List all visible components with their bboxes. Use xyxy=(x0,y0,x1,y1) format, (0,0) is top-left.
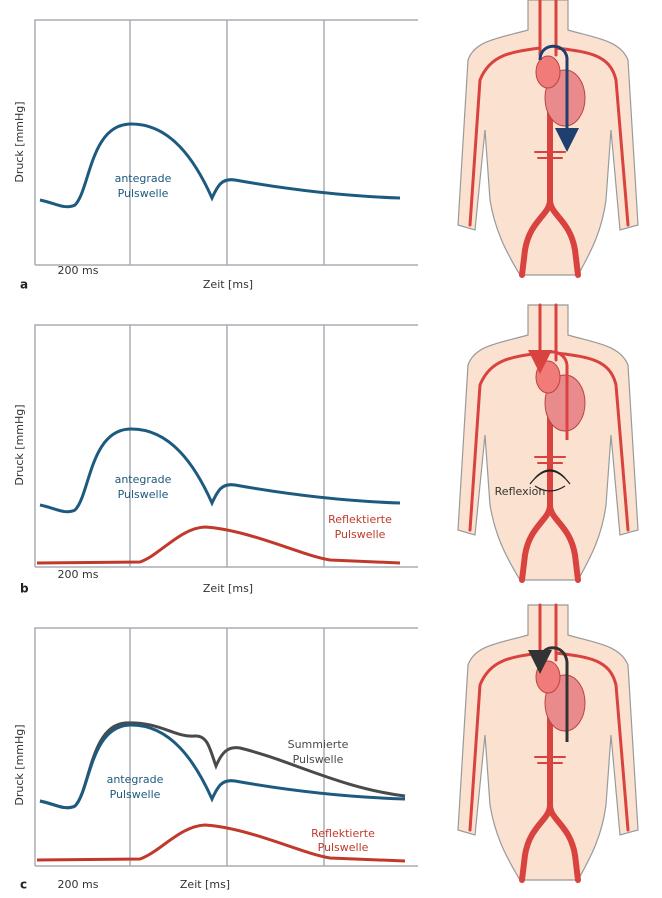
x-tick-label: 200 ms xyxy=(58,568,99,581)
body-illustration xyxy=(458,305,638,580)
x-axis-label: Zeit [ms] xyxy=(180,878,230,891)
curve-label: Pulswelle xyxy=(318,841,369,854)
reflection-label: Reflexion xyxy=(495,485,546,498)
curve-label: antegrade xyxy=(115,172,172,185)
x-tick-label: 200 ms xyxy=(58,878,99,891)
curve-label: Reflektierte xyxy=(311,827,375,840)
x-axis-label: Zeit [ms] xyxy=(203,582,253,595)
curve-label: Pulswelle xyxy=(110,788,161,801)
panel-letter: b xyxy=(20,582,29,596)
x-tick-label: 200 ms xyxy=(58,264,99,277)
antegrade-curve xyxy=(39,122,401,209)
antegrade-curve xyxy=(39,723,406,810)
frame xyxy=(34,324,418,567)
curve-label: Reflektierte xyxy=(328,513,392,526)
flow-arrow xyxy=(538,44,579,152)
y-axis-label: Druck [mmHg] xyxy=(13,404,26,485)
body-illustration xyxy=(458,0,638,275)
flow-arrow xyxy=(528,646,569,742)
reflected-curve xyxy=(36,823,406,863)
reflected-curve xyxy=(36,525,401,565)
curve-label: Pulswelle xyxy=(118,187,169,200)
curve-label: Summierte xyxy=(288,738,349,751)
curve-label: antegrade xyxy=(107,773,164,786)
curve-label: antegrade xyxy=(115,473,172,486)
antegrade-curve xyxy=(39,427,401,514)
curve-label: Pulswelle xyxy=(118,488,169,501)
y-axis-label: Druck [mmHg] xyxy=(13,101,26,182)
panel-b: antegrade Pulswelle Reflektierte Pulswel… xyxy=(13,305,638,596)
reflection-waves xyxy=(529,469,571,492)
panel-letter: c xyxy=(20,878,27,892)
panel-a: antegrade Pulswelle Druck [mmHg] 200 ms … xyxy=(13,0,638,292)
frame xyxy=(34,627,418,866)
flow-arrow xyxy=(528,349,569,440)
panel-letter: a xyxy=(20,278,28,292)
panel-c: antegrade Pulswelle Summierte Pulswelle … xyxy=(13,605,638,892)
frame xyxy=(34,19,418,265)
body-illustration xyxy=(458,605,638,880)
curve-label: Pulswelle xyxy=(335,528,386,541)
x-axis-label: Zeit [ms] xyxy=(203,278,253,291)
y-axis-label: Druck [mmHg] xyxy=(13,724,26,805)
curve-label: Pulswelle xyxy=(293,753,344,766)
